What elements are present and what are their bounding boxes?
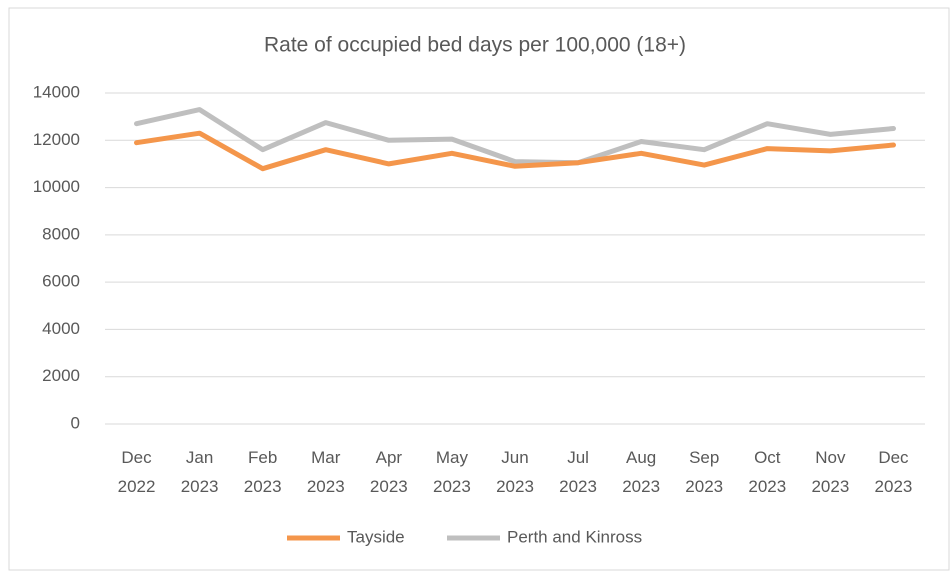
y-tick-label: 10000: [33, 177, 80, 196]
x-tick-label: Dec 2022: [117, 448, 156, 496]
y-tick-label: 14000: [33, 82, 80, 101]
y-tick-label: 6000: [42, 272, 80, 291]
line-series: [134, 130, 896, 172]
x-tick-label: Aug 2023: [622, 448, 661, 496]
x-tick-label: Jun 2023: [496, 448, 534, 496]
legend-label: Tayside: [347, 527, 405, 546]
x-tick-label: May 2023: [433, 448, 471, 496]
x-tick-label: Oct 2023: [748, 448, 787, 496]
x-tick-label: Jan 2023: [180, 448, 219, 496]
y-tick-label: 0: [71, 413, 80, 432]
chart-border: [8, 7, 950, 571]
y-tick-label: 4000: [42, 319, 80, 338]
chart-title: Rate of occupied bed days per 100,000 (1…: [264, 34, 686, 57]
y-tick-label: 8000: [42, 224, 80, 243]
y-tick-label: 2000: [42, 366, 80, 385]
x-tick-label: Dec 2023: [874, 448, 913, 496]
line-series: [134, 107, 896, 166]
x-tick-label: Mar 2023: [306, 448, 345, 496]
x-tick-label: Feb 2023: [243, 448, 282, 496]
x-tick-label: Sep 2023: [685, 448, 724, 496]
y-tick-label: 12000: [33, 130, 80, 149]
x-tick-label: Apr 2023: [369, 448, 408, 496]
x-tick-label: Jul 2023: [559, 448, 597, 496]
legend-label: Perth and Kinross: [507, 527, 642, 546]
x-tick-label: Nov 2023: [811, 448, 850, 496]
